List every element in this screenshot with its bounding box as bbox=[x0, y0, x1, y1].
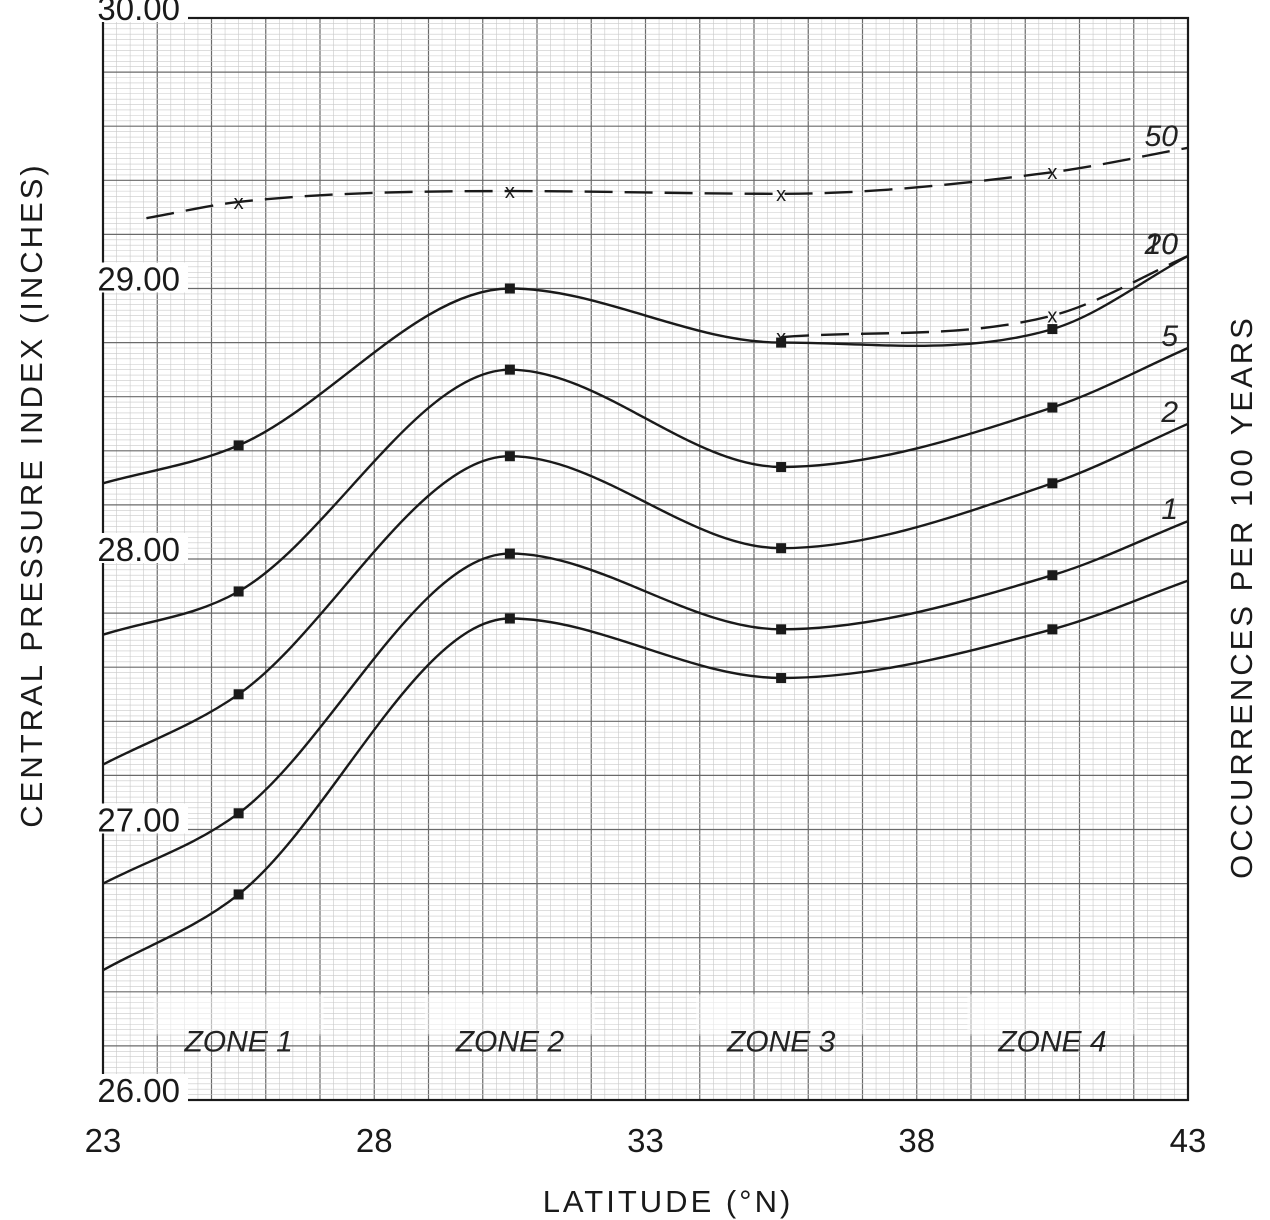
return-period-label: 1 bbox=[1161, 493, 1178, 526]
zone-labels: ZONE 1 ZONE 2 ZONE 3 ZONE 4 bbox=[153, 994, 1138, 1058]
data-point-marker bbox=[504, 451, 515, 462]
data-point-marker bbox=[233, 586, 244, 597]
y-tick-backdrop bbox=[58, 262, 188, 293]
data-point-marker bbox=[233, 889, 244, 900]
data-point-marker bbox=[1047, 478, 1058, 489]
data-point-marker bbox=[504, 548, 515, 559]
data-point-marker bbox=[776, 337, 787, 348]
data-point-marker bbox=[504, 613, 515, 624]
data-point-marker bbox=[1047, 570, 1058, 581]
zone-label: ZONE 1 bbox=[183, 1025, 292, 1058]
data-point-marker bbox=[1047, 402, 1058, 413]
return-period-label: 50 bbox=[1145, 120, 1179, 153]
zone-label-backdrop bbox=[696, 994, 867, 1035]
y-axis-title: CENTRAL PRESSURE INDEX (INCHES) bbox=[14, 162, 49, 827]
y-tick-label: 27.00 bbox=[97, 802, 180, 839]
y-tick-label: 29.00 bbox=[97, 261, 180, 298]
x-tick-label: 23 bbox=[85, 1122, 122, 1159]
y-tick-labels: 26.00 27.00 28.00 29.00 30.00 bbox=[58, 0, 188, 1109]
data-point-marker: x bbox=[1047, 162, 1057, 184]
y-tick-backdrop bbox=[58, 533, 188, 563]
x-tick-label: 38 bbox=[898, 1122, 935, 1159]
data-point-marker bbox=[504, 283, 515, 294]
right-axis-title: OCCURRENCES PER 100 YEARS bbox=[1224, 315, 1259, 879]
zone-label-backdrop bbox=[967, 994, 1138, 1035]
data-point-marker: x bbox=[1047, 306, 1057, 328]
x-tick-label: 43 bbox=[1170, 1122, 1207, 1159]
zone-label: ZONE 4 bbox=[997, 1025, 1106, 1058]
y-tick-label: 30.00 bbox=[97, 0, 180, 27]
data-point-marker bbox=[776, 673, 787, 684]
data-point-marker: x bbox=[505, 181, 515, 203]
y-tick-backdrop bbox=[58, 1074, 188, 1104]
data-point-marker bbox=[233, 689, 244, 700]
data-point-marker bbox=[1047, 624, 1058, 635]
series-line bbox=[146, 146, 1189, 220]
grid bbox=[102, 17, 1189, 1101]
y-tick-label: 26.00 bbox=[97, 1072, 180, 1109]
y-tick-label: 28.00 bbox=[97, 531, 180, 568]
series-line bbox=[781, 254, 1189, 339]
data-point-marker bbox=[233, 440, 244, 451]
x-axis-title: LATITUDE (°N) bbox=[543, 1184, 794, 1219]
y-tick-backdrop bbox=[58, 0, 188, 22]
data-point-marker: x bbox=[234, 192, 244, 214]
data-point-marker bbox=[776, 543, 787, 554]
return-period-label: 2 bbox=[1160, 396, 1178, 429]
y-tick-backdrop bbox=[58, 803, 188, 834]
data-point-marker bbox=[776, 624, 787, 635]
zone-label: ZONE 2 bbox=[455, 1025, 565, 1058]
zone-label-backdrop bbox=[424, 994, 595, 1035]
data-markers: xxxxxx bbox=[233, 162, 1058, 900]
x-tick-label: 33 bbox=[627, 1122, 664, 1159]
data-point-marker bbox=[504, 364, 515, 375]
zone-label-backdrop bbox=[153, 994, 324, 1035]
data-point-marker bbox=[776, 462, 787, 473]
data-point-marker bbox=[1047, 324, 1058, 335]
x-tick-label: 28 bbox=[356, 1122, 393, 1159]
x-tick-labels: 23 28 33 38 43 bbox=[85, 1122, 1207, 1159]
return-period-label: 5 bbox=[1161, 320, 1178, 353]
return-period-label: 20 bbox=[1144, 228, 1179, 261]
data-point-marker: x bbox=[776, 184, 786, 206]
zone-label: ZONE 3 bbox=[726, 1025, 836, 1058]
data-point-marker bbox=[233, 808, 244, 819]
return-period-label: 10 bbox=[1145, 228, 1179, 261]
